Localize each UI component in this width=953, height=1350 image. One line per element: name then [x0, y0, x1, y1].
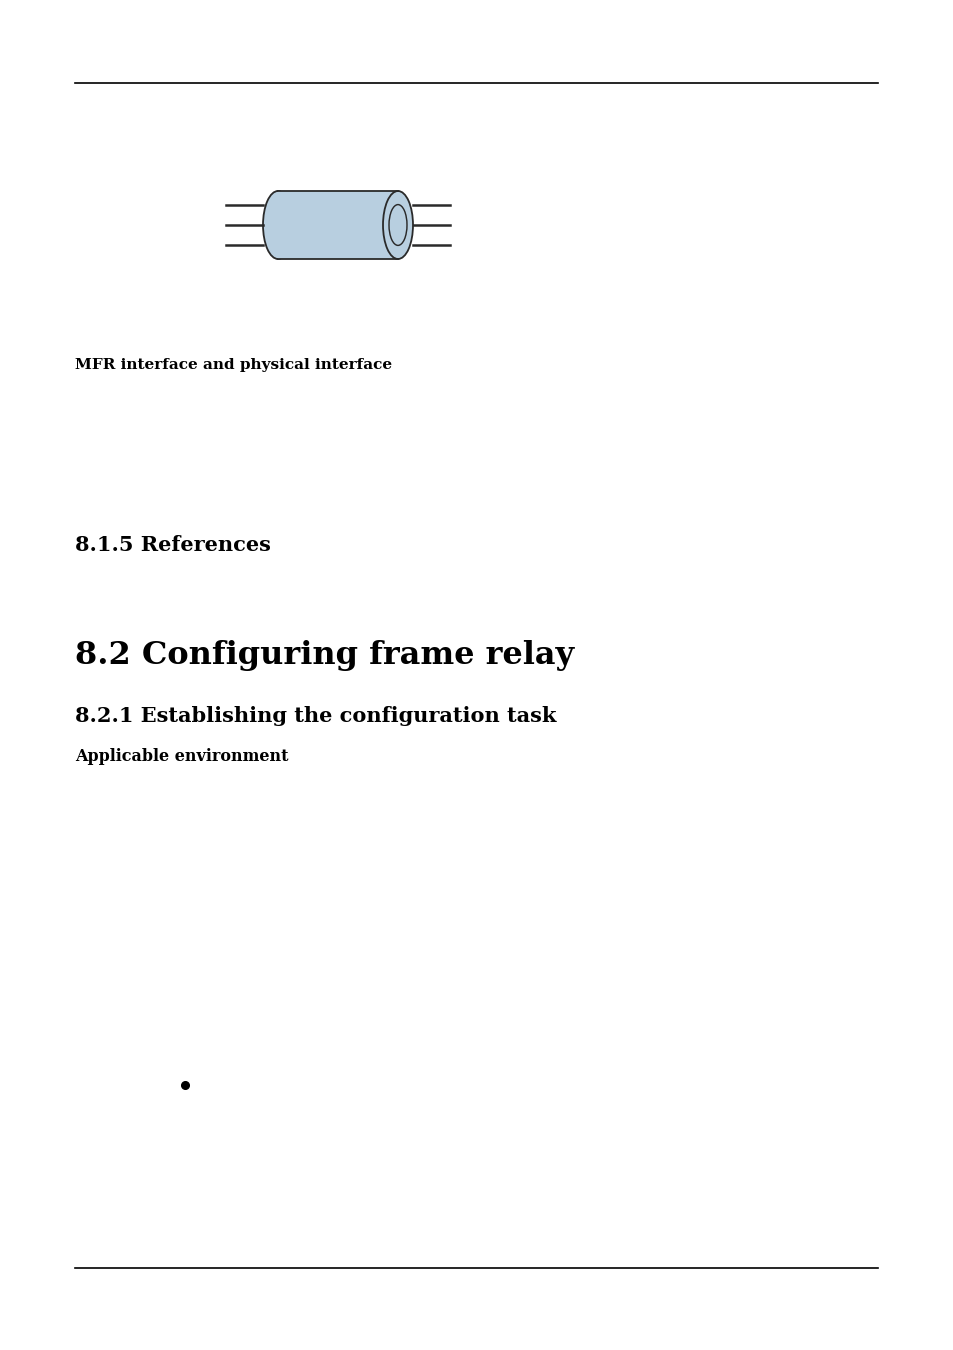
Text: 8.2.1 Establishing the configuration task: 8.2.1 Establishing the configuration tas… [75, 706, 556, 726]
Bar [277, 190, 397, 259]
Text: 8.2 Configuring frame relay: 8.2 Configuring frame relay [75, 640, 574, 671]
Ellipse shape [382, 190, 413, 259]
Ellipse shape [389, 205, 407, 246]
Text: 8.1.5 References: 8.1.5 References [75, 535, 271, 555]
Text: MFR interface and physical interface: MFR interface and physical interface [75, 358, 392, 373]
Text: Applicable environment: Applicable environment [75, 748, 288, 765]
Ellipse shape [263, 190, 293, 259]
